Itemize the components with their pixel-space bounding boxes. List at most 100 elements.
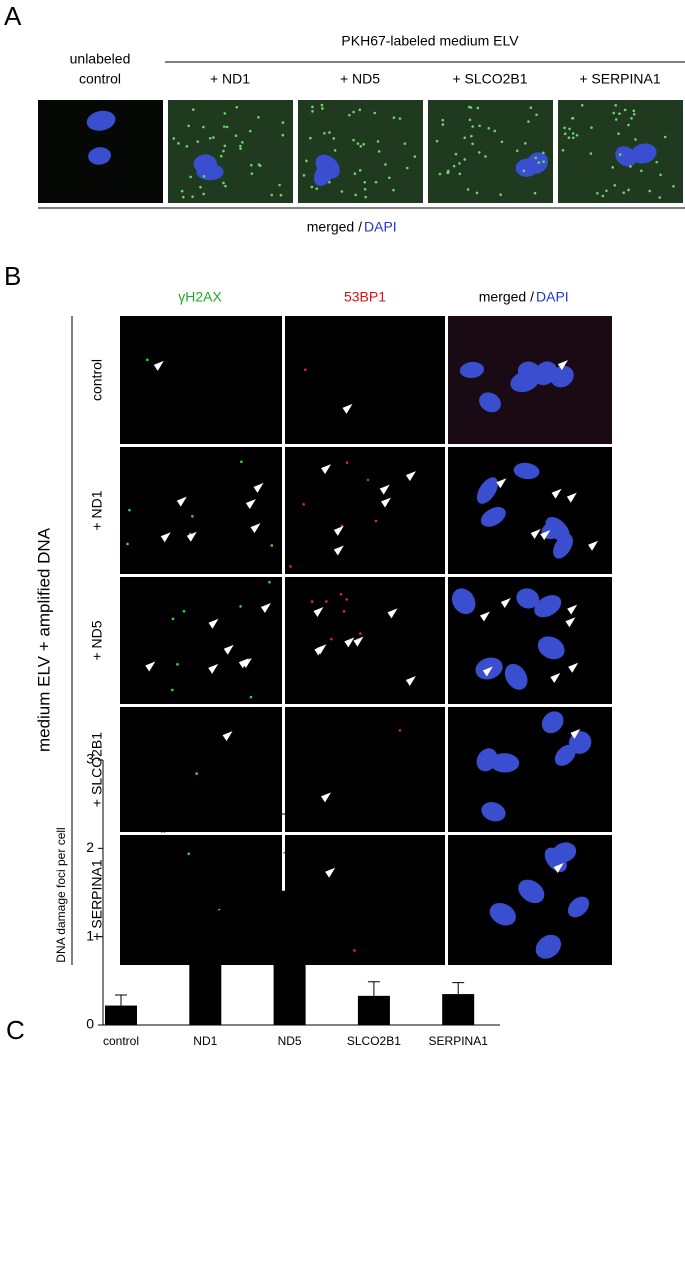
focus <box>388 176 391 180</box>
focus <box>249 695 253 699</box>
focus <box>345 598 349 601</box>
focus <box>563 132 567 136</box>
focus <box>477 151 481 154</box>
focus <box>239 605 242 608</box>
panel-label: A <box>4 1 22 31</box>
focus <box>321 107 324 110</box>
focus <box>176 663 179 666</box>
focus <box>672 185 675 188</box>
focus <box>476 106 480 110</box>
arrowhead <box>208 663 219 674</box>
focus <box>617 132 620 136</box>
focus <box>542 151 545 155</box>
focus <box>605 189 608 193</box>
focus <box>630 117 633 120</box>
focus <box>659 173 662 177</box>
focus <box>500 140 504 144</box>
focus <box>535 113 538 117</box>
nucleus <box>86 110 116 131</box>
nucleus <box>630 143 657 164</box>
nucleus <box>518 879 545 904</box>
focus <box>571 117 574 120</box>
focus <box>398 729 402 732</box>
focus <box>195 772 198 775</box>
y-tick-label: 3 <box>86 751 94 767</box>
x-tick-label: SLCO2B1 <box>347 1034 401 1048</box>
arrowhead <box>333 525 344 536</box>
focus <box>392 188 395 192</box>
focus <box>359 144 363 148</box>
x-tick-label: ND1 <box>193 1034 217 1048</box>
focus <box>171 617 175 621</box>
focus <box>281 121 285 124</box>
arrowhead <box>566 492 577 503</box>
micrograph <box>285 316 445 444</box>
focus <box>342 610 346 613</box>
focus <box>345 461 349 464</box>
micrograph <box>285 835 445 965</box>
focus <box>358 169 362 172</box>
x-tick-label: ND5 <box>278 1034 302 1048</box>
nucleus <box>513 462 540 480</box>
focus <box>270 193 274 197</box>
focus <box>614 118 618 121</box>
focus <box>632 109 636 113</box>
micrograph <box>428 100 553 203</box>
arrowhead <box>342 403 353 414</box>
micrograph <box>285 577 445 704</box>
focus <box>658 196 662 199</box>
focus <box>618 153 622 156</box>
group-label: PKH67-labeled medium ELV <box>341 33 519 49</box>
nucleus <box>481 802 506 822</box>
focus <box>310 600 314 603</box>
focus <box>212 136 215 139</box>
footer-label: merged / <box>307 219 362 235</box>
focus <box>469 106 473 109</box>
focus <box>224 184 227 188</box>
focus <box>323 131 326 135</box>
focus <box>463 136 467 140</box>
focus <box>568 127 571 131</box>
column-label: + SERPINA1 <box>579 71 661 87</box>
y-tick-label: 2 <box>86 839 94 855</box>
arrowhead <box>553 863 564 874</box>
focus <box>612 111 616 115</box>
focus <box>128 508 131 512</box>
focus <box>302 503 306 506</box>
nucleus <box>541 711 564 734</box>
focus <box>320 103 324 107</box>
arrowhead <box>253 482 264 493</box>
focus <box>177 142 180 145</box>
focus <box>241 141 244 144</box>
micrograph <box>448 707 612 832</box>
focus <box>613 184 617 187</box>
focus <box>353 949 356 952</box>
nucleus <box>489 902 516 926</box>
significance-label: * <box>203 797 209 813</box>
focus <box>561 149 565 152</box>
focus <box>225 125 229 129</box>
nucleus <box>88 147 112 165</box>
focus <box>627 123 630 127</box>
focus <box>627 188 630 192</box>
focus <box>542 160 545 163</box>
focus <box>219 154 223 158</box>
focus <box>303 368 307 371</box>
nucleus <box>554 744 576 766</box>
focus <box>618 112 621 115</box>
arrowhead <box>153 360 164 371</box>
focus <box>384 163 387 166</box>
arrowhead <box>222 731 233 742</box>
focus <box>629 165 632 168</box>
y-tick-label: 1 <box>86 927 94 943</box>
focus <box>187 852 191 856</box>
focus <box>270 544 274 547</box>
side-label: medium ELV + amplified DNA <box>34 527 53 752</box>
x-tick-label: control <box>103 1034 139 1048</box>
focus <box>268 580 271 584</box>
error-bar <box>199 885 212 911</box>
focus <box>352 138 355 142</box>
focus <box>311 110 314 113</box>
arrowhead <box>588 540 599 551</box>
focus <box>363 180 367 184</box>
